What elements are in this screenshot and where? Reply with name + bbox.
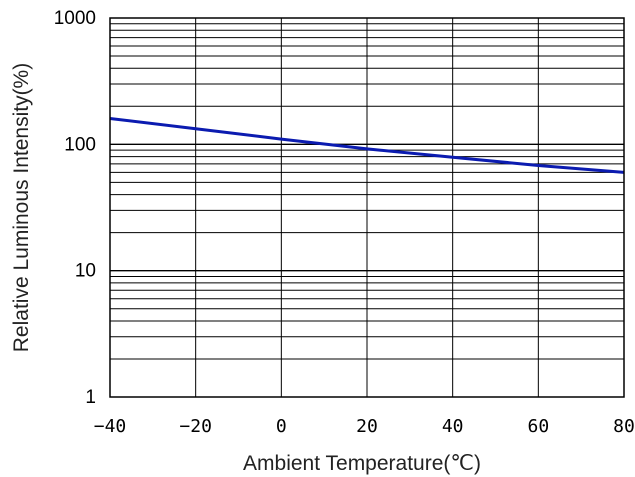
x-tick-label: −20 <box>179 416 212 437</box>
plot-frame <box>109 17 625 398</box>
series-layer <box>109 117 625 174</box>
x-tick-label: 20 <box>356 416 378 437</box>
x-tick-label: 80 <box>613 416 635 437</box>
x-axis-label: Ambient Temperature(℃) <box>243 452 481 475</box>
y-axis-label: Relative Luminous Intensity(%) <box>10 63 33 352</box>
y-tick-label: 10 <box>75 261 96 282</box>
x-tick-label: 60 <box>527 416 549 437</box>
x-tick-label: −40 <box>94 416 127 437</box>
grid-lines <box>110 18 624 397</box>
series-line <box>109 117 625 174</box>
x-tick-label: 40 <box>442 416 464 437</box>
y-tick-label: 100 <box>64 134 96 155</box>
x-tick-label: 0 <box>276 416 287 437</box>
y-tick-label: 1000 <box>54 8 96 29</box>
y-tick-label: 1 <box>85 387 96 408</box>
tick-labels: −40 −20 0 20 40 60 80 1 10 100 1000 <box>54 8 635 437</box>
